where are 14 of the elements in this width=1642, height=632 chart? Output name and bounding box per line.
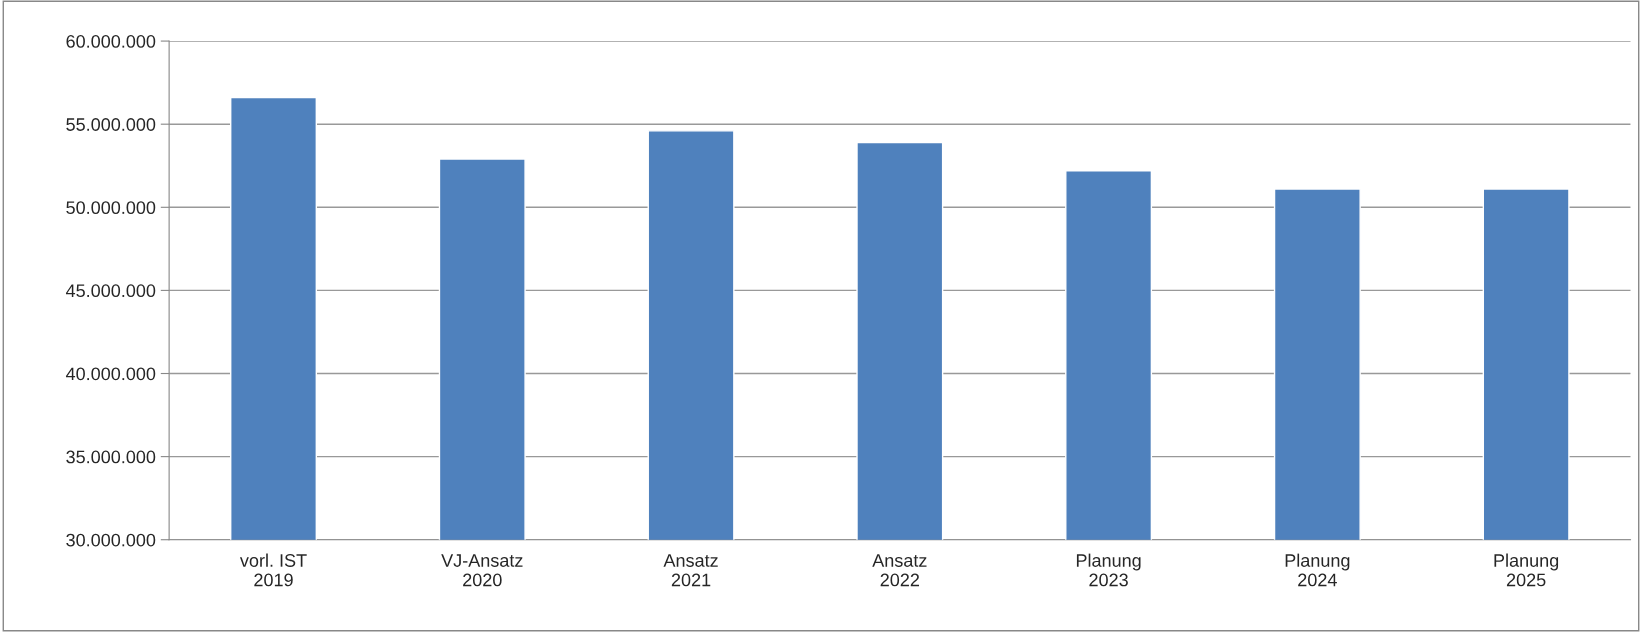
y-tick-label: 35.000.000 [66,450,156,464]
x-tick-label: Ansatz 2022 [872,554,927,587]
y-tick-label: 45.000.000 [65,284,156,298]
y-tick-label: 60.000.000 [66,35,156,48]
y-tick-label: 40.000.000 [65,367,156,381]
x-tick-label: Ansatz 2021 [663,554,718,587]
y-tick-label: 50.000.000 [66,201,156,215]
x-tick-label: VJ-Ansatz 2020 [441,554,523,587]
y-tick-label: 55.000.000 [66,118,156,131]
x-tick-label: Planung 2023 [1076,553,1141,587]
x-tick-label: Planung 2024 [1285,553,1350,587]
x-tick-label: Planung 2025 [1494,553,1559,587]
y-tick-label: 30.000.000 [66,533,156,547]
x-tick-label: vorl. IST 2019 [239,553,307,587]
